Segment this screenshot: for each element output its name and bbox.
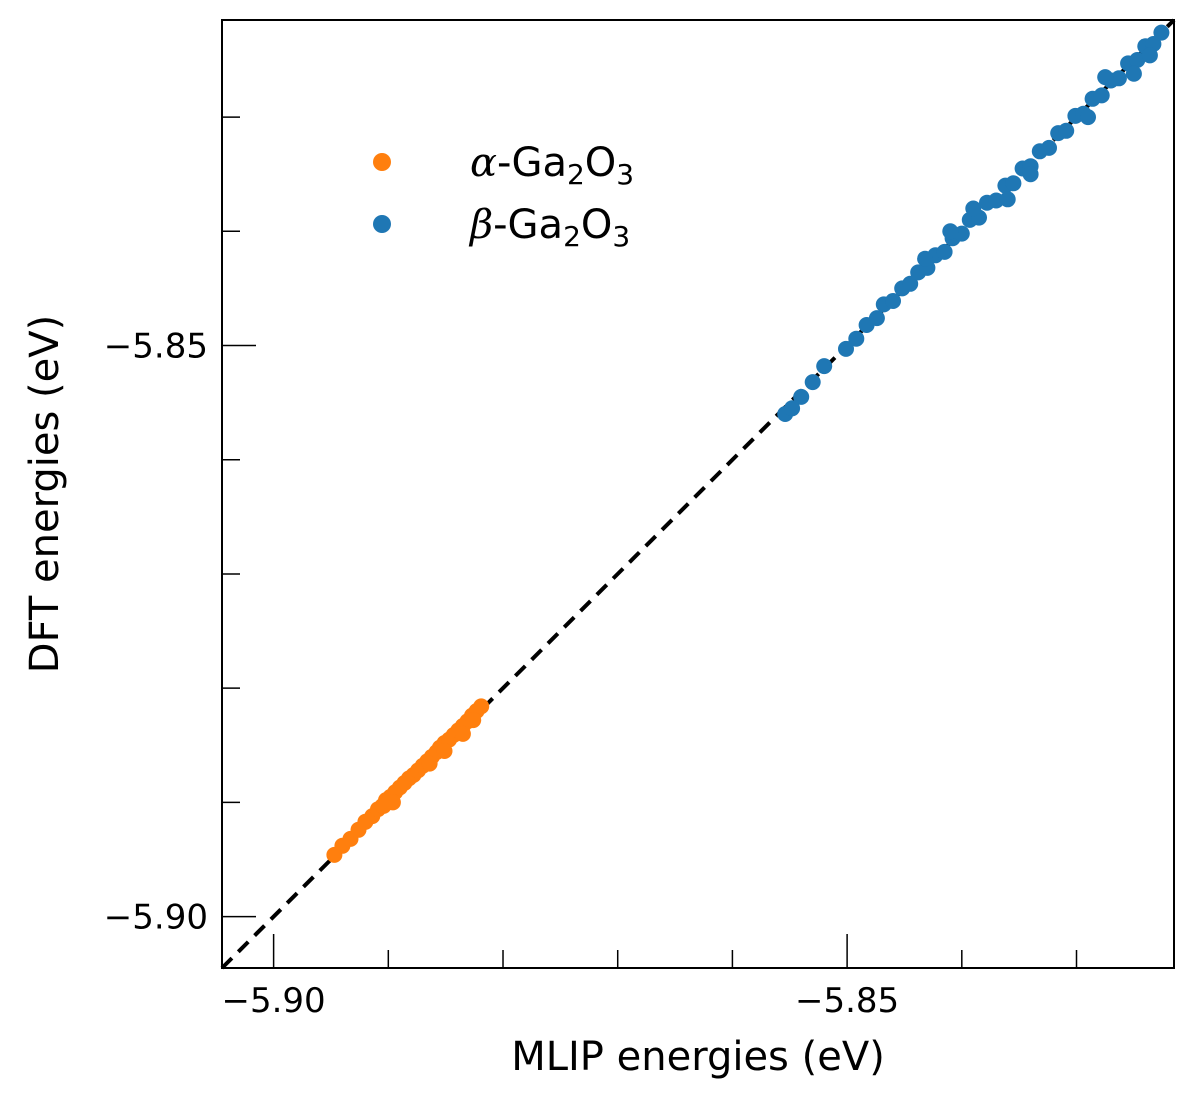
data-point (1129, 52, 1146, 68)
data-point (902, 275, 919, 292)
legend-label-alpha: α-Ga2O3 (470, 140, 634, 191)
data-point (784, 400, 801, 417)
data-point (1110, 70, 1127, 87)
data-point (999, 191, 1016, 208)
legend-beta-mid: O (581, 202, 612, 248)
data-point (848, 330, 865, 347)
y-tick-label: −5.85 (104, 327, 208, 367)
data-point (1097, 69, 1114, 86)
x-tick-label: −5.90 (222, 981, 326, 1021)
legend-alpha-greek: α (470, 140, 497, 186)
data-point (375, 797, 392, 814)
data-points-layer (326, 24, 1170, 863)
parity-line (220, 18, 1176, 970)
legend-beta-text: -Ga (493, 202, 563, 248)
data-point (1080, 109, 1096, 126)
data-point (1058, 122, 1075, 139)
data-point (965, 200, 982, 217)
plot-frame (221, 19, 1175, 969)
legend-beta-greek: β (468, 202, 493, 248)
data-point (816, 358, 833, 375)
data-point (1041, 139, 1057, 156)
data-point (838, 340, 854, 357)
data-point (465, 712, 482, 729)
data-point (436, 743, 453, 759)
series-beta (777, 24, 1170, 422)
data-point (988, 192, 1005, 209)
legend-beta-sub1: 2 (563, 220, 581, 253)
series-alpha (326, 698, 490, 863)
data-point (1141, 47, 1158, 64)
x-axis-label: MLIP energies (eV) (511, 1034, 885, 1080)
data-point (1153, 24, 1170, 41)
data-point (793, 388, 810, 405)
legend-alpha-text: -Ga (497, 140, 567, 186)
y-tick-label: −5.90 (104, 898, 208, 938)
legend-alpha-mid: O (585, 140, 616, 186)
data-point (942, 223, 959, 240)
data-point (454, 725, 471, 742)
axes-layer: −5.90 −5.85 −5.90 −5.85 (104, 116, 1078, 1021)
data-point (473, 698, 490, 715)
y-axis-label: DFT energies (eV) (22, 315, 68, 673)
data-point (1022, 166, 1039, 183)
legend-beta-sub2: 3 (612, 220, 630, 253)
legend-alpha-sub1: 2 (567, 158, 585, 191)
legend: α-Ga2O3 β-Ga2O3 (373, 140, 634, 253)
legend-marker-beta (373, 215, 391, 233)
data-point (885, 293, 901, 309)
data-point (917, 250, 934, 267)
data-point (868, 310, 885, 327)
data-point (421, 755, 438, 772)
reference-line-layer (220, 18, 1176, 970)
data-point (804, 374, 821, 391)
legend-marker-alpha (373, 153, 391, 171)
data-point (1093, 87, 1110, 104)
data-point (1005, 175, 1022, 192)
data-point (936, 243, 953, 260)
legend-label-beta: β-Ga2O3 (468, 202, 630, 253)
x-tick-label: −5.85 (795, 981, 899, 1021)
legend-alpha-sub2: 3 (616, 158, 634, 191)
data-point (1125, 65, 1142, 82)
